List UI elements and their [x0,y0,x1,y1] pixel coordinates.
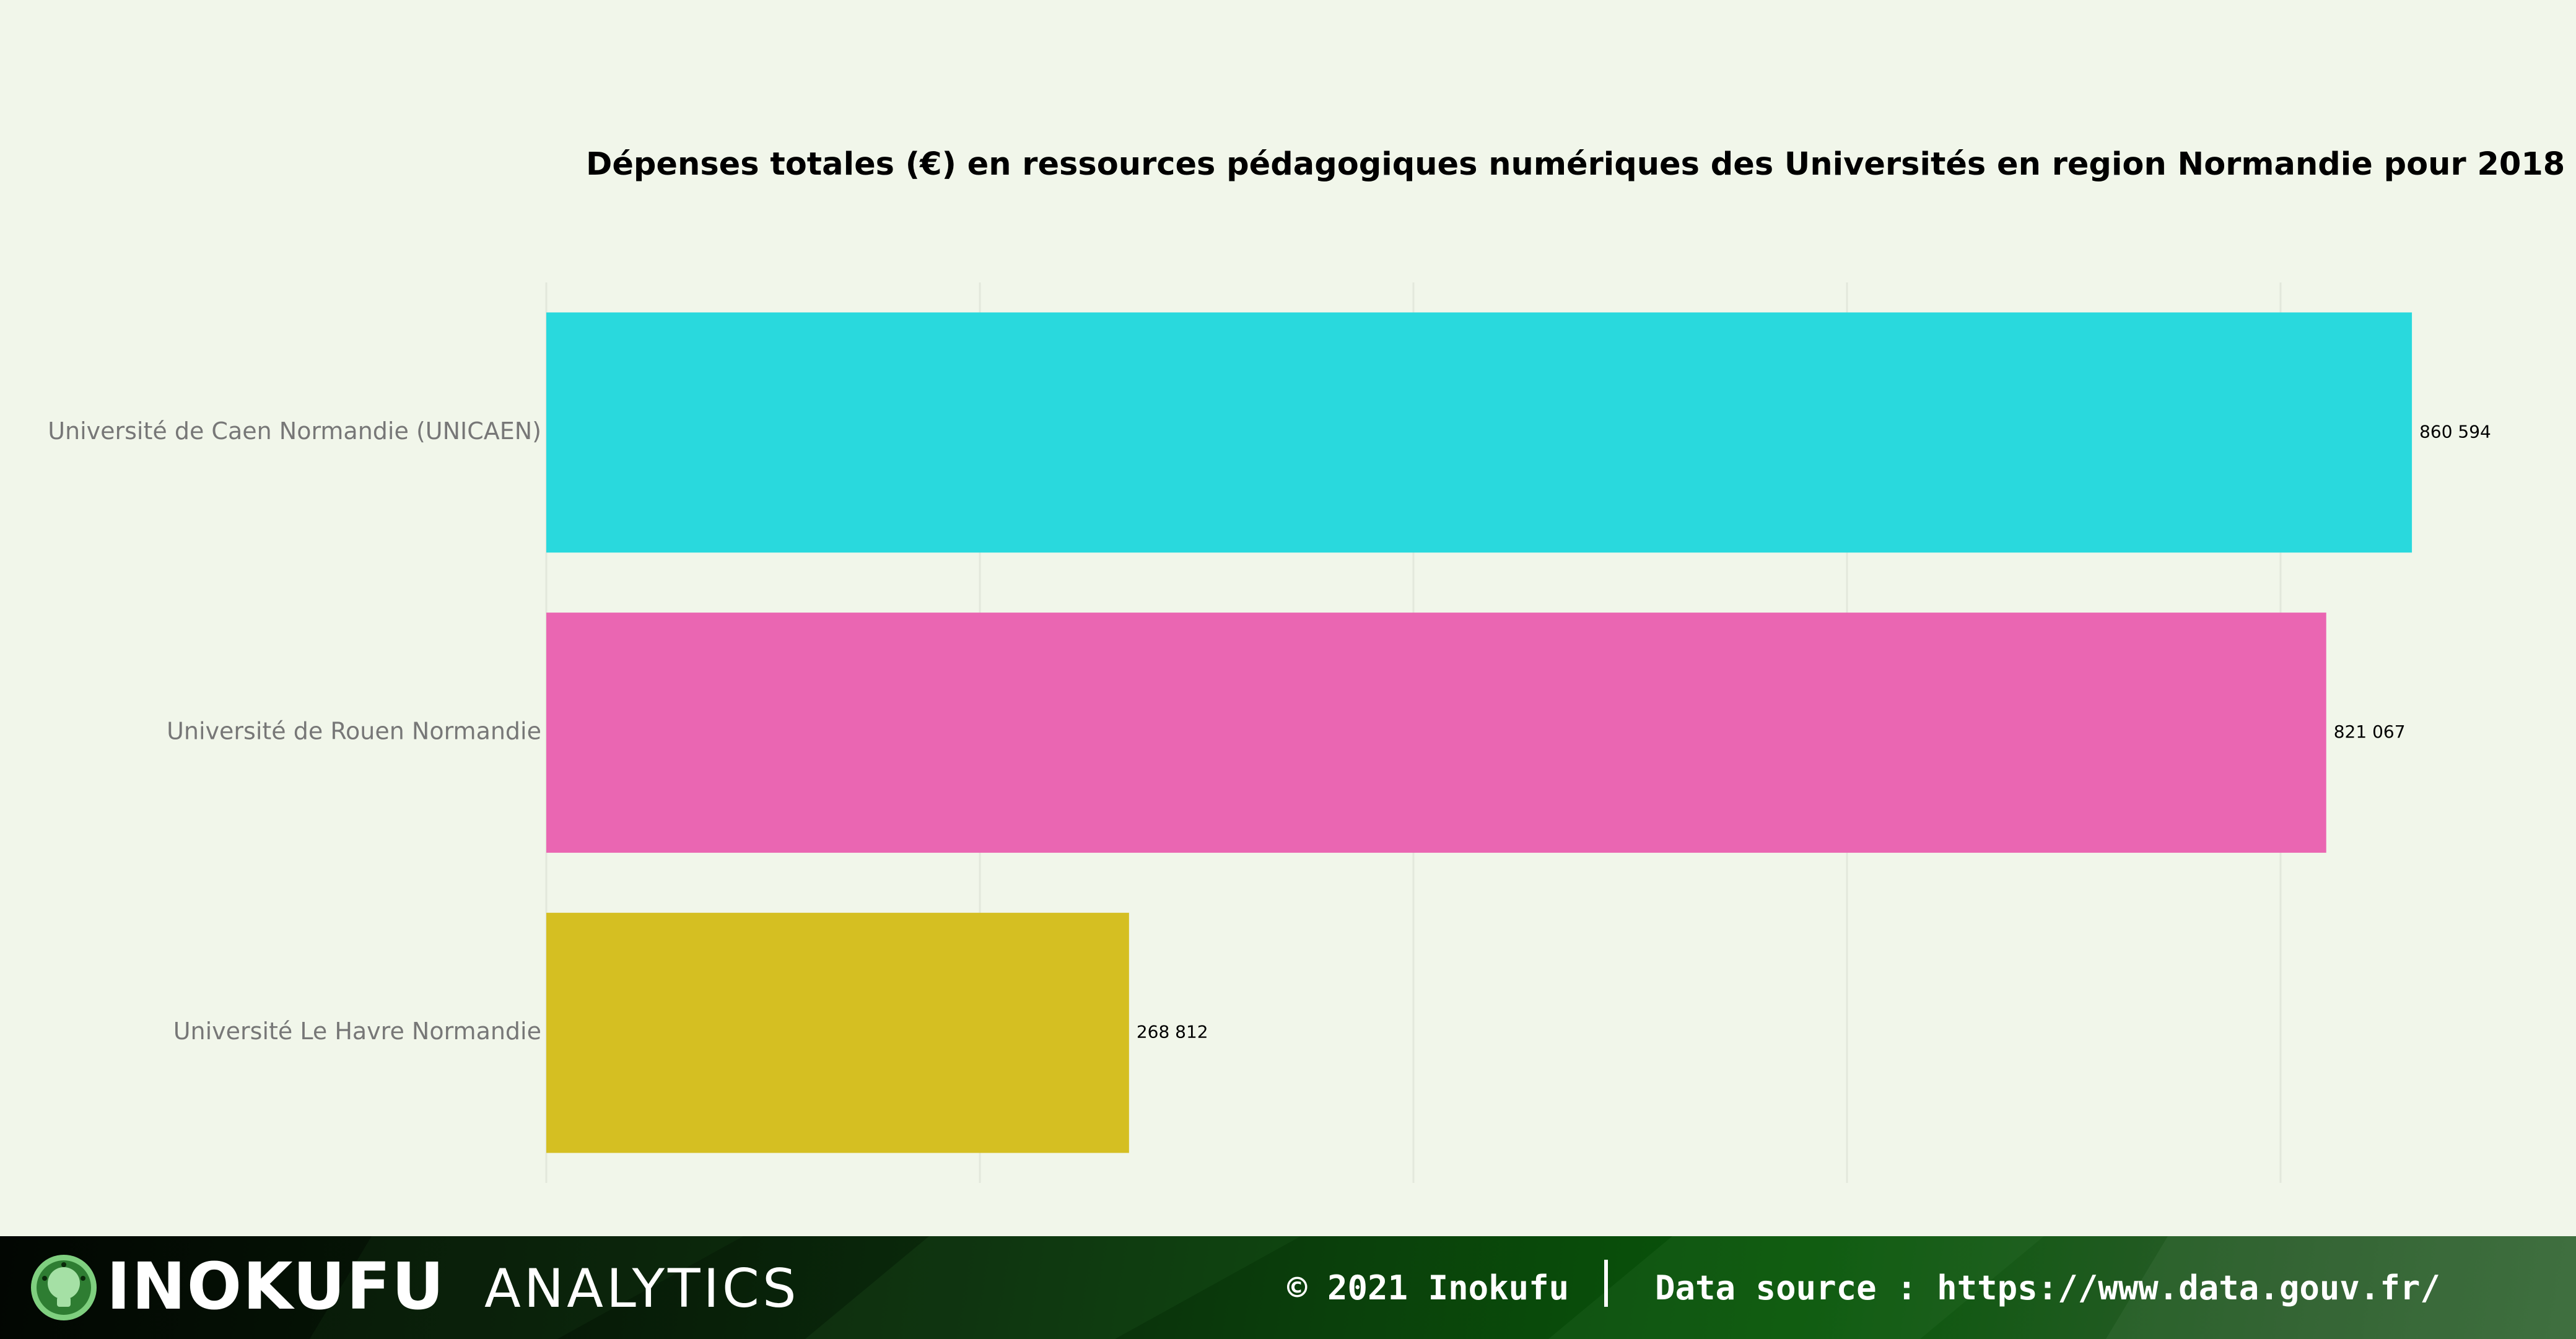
brand-subtitle: ANALYTICS [484,1258,800,1320]
value-label: 860 594 [2419,421,2491,442]
value-label: 821 067 [2334,722,2406,742]
category-label: Université de Rouen Normandie [167,718,541,745]
brand-name: INOKUFU [107,1249,445,1324]
category-label: Université de Caen Normandie (UNICAEN) [48,417,541,445]
data-source-text: Data source : https://www.data.gouv.fr/ [1655,1268,2440,1307]
bar [546,613,2326,853]
copyright-text: © 2021 Inokufu [1287,1268,1570,1307]
category-label: Université Le Havre Normandie [173,1018,541,1045]
bar [546,312,2412,553]
category-labels: Université de Caen Normandie (UNICAEN) Un… [48,417,541,1045]
footer-divider [1604,1260,1608,1307]
bar [546,912,1129,1153]
chart-title: Dépenses totales (€) en ressources pédag… [586,146,2565,183]
footer-banner: INOKUFU ANALYTICS © 2021 Inokufu Data so… [0,1236,2576,1339]
value-label: 268 812 [1137,1022,1208,1042]
bars [546,312,2412,1153]
footer-decoration [310,1236,2576,1339]
bar-chart: Université de Caen Normandie (UNICAEN) Un… [48,282,2491,1183]
value-labels: 860 594 821 067 268 812 [1137,421,2491,1042]
lightbulb-icon [31,1255,97,1320]
